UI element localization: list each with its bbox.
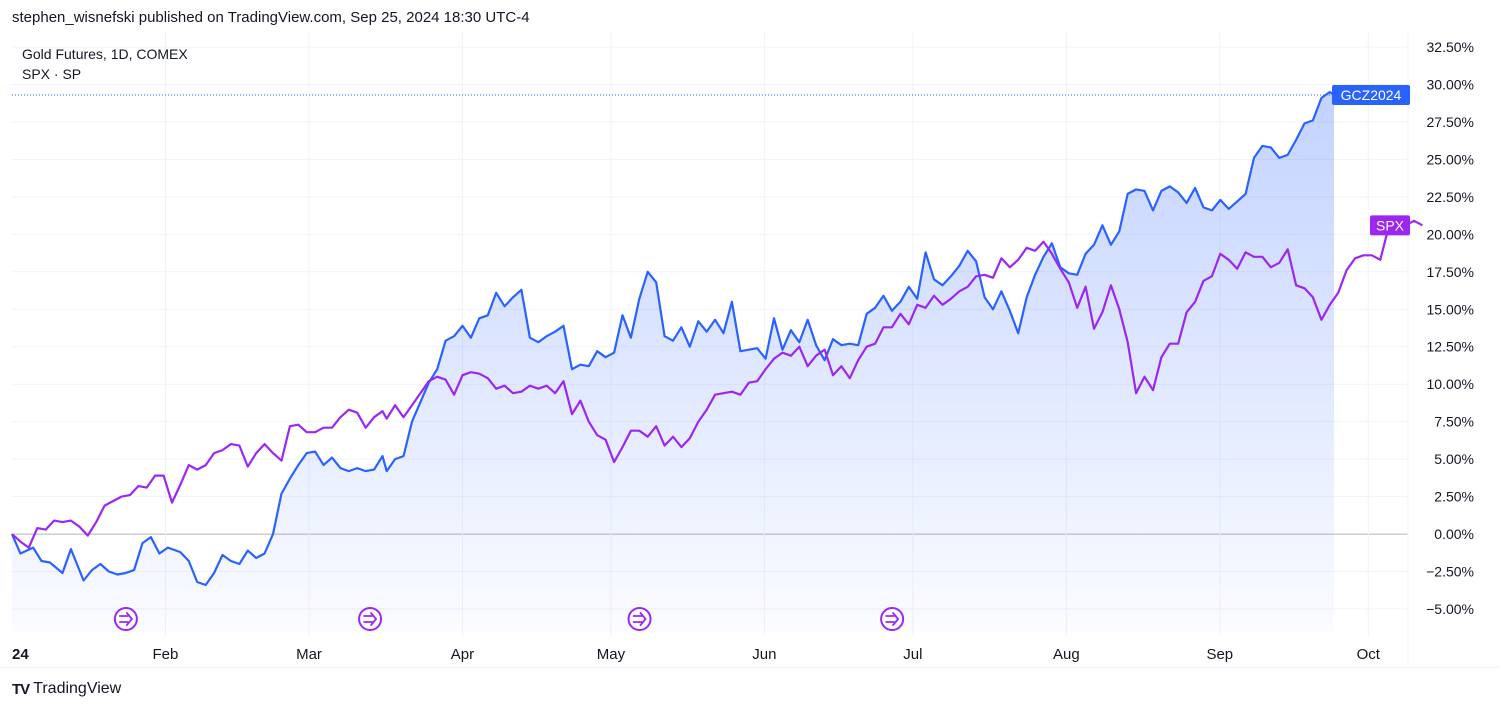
dividend-marker-icon[interactable] bbox=[113, 607, 138, 631]
series-lines bbox=[10, 90, 1423, 587]
y-tick-label: 12.50% bbox=[1427, 339, 1474, 355]
y-tick-label: 17.50% bbox=[1427, 264, 1474, 280]
chart-area[interactable]: −5.00% −2.50% 0.00% 2.50% 5.00% 7.50% 10.00% 12… bbox=[0, 32, 1500, 668]
tradingview-brand-name: TradingView bbox=[33, 680, 122, 697]
gold-series-line bbox=[10, 90, 1335, 587]
gold-last-label-bg bbox=[1332, 84, 1410, 105]
dividend-marker-arrow bbox=[118, 612, 134, 626]
dividend-marker-arrow bbox=[885, 612, 900, 626]
y-tick-label: 27.50% bbox=[1427, 114, 1474, 130]
x-tick-label: Apr bbox=[451, 646, 474, 663]
x-axis: 24 Feb Mar Apr May Jun Jul Aug Sep Oct bbox=[12, 646, 1381, 663]
y-axis: −5.00% −2.50% 0.00% 2.50% 5.00% 7.50% 10.00% 12… bbox=[1426, 39, 1474, 617]
price-chart[interactable]: −5.00% −2.50% 0.00% 2.50% 5.00% 7.50% 10.00% 12… bbox=[0, 32, 1500, 668]
dividend-marker-icon[interactable] bbox=[880, 607, 905, 631]
attribution-header: stephen_wisnefski published on TradingVi… bbox=[12, 9, 530, 26]
y-tick-label: −5.00% bbox=[1426, 601, 1474, 617]
x-tick-label: Jul bbox=[903, 646, 922, 663]
legend: Gold Futures, 1D, COMEX SPX · SP bbox=[22, 44, 188, 84]
x-tick-label: Aug bbox=[1053, 646, 1080, 663]
y-tick-label: 2.50% bbox=[1434, 489, 1474, 505]
dividend-marker-circle bbox=[880, 607, 905, 631]
legend-gold: Gold Futures, 1D, COMEX bbox=[22, 46, 188, 62]
dividend-marker-icon[interactable] bbox=[358, 607, 383, 631]
y-tick-label: 0.00% bbox=[1434, 526, 1474, 542]
dividend-marker-arrow bbox=[363, 612, 378, 626]
area-fill bbox=[12, 92, 1334, 632]
tradingview-brand[interactable]: TV TradingView bbox=[12, 680, 121, 698]
x-tick-label: Mar bbox=[296, 646, 322, 663]
y-tick-label: 22.50% bbox=[1427, 189, 1474, 205]
dividend-marker-icon[interactable] bbox=[627, 607, 652, 631]
x-tick-label: Oct bbox=[1357, 646, 1381, 663]
last-value-labels: GCZ2024 SPX bbox=[1332, 84, 1410, 236]
y-tick-label: 5.00% bbox=[1434, 451, 1474, 467]
gold-area-fill bbox=[12, 92, 1334, 632]
x-tick-label: Feb bbox=[153, 646, 179, 663]
x-tick-label: Jun bbox=[752, 646, 776, 663]
dividend-marker-arrow bbox=[632, 612, 647, 626]
spx-series-line bbox=[11, 219, 1423, 549]
y-tick-label: 30.00% bbox=[1427, 76, 1474, 92]
y-tick-label: −2.50% bbox=[1426, 564, 1474, 580]
x-tick-label: May bbox=[597, 646, 626, 663]
y-tick-label: 20.00% bbox=[1427, 226, 1474, 242]
spx-last-label-bg bbox=[1370, 215, 1410, 236]
y-tick-label: 7.50% bbox=[1434, 414, 1474, 430]
x-tick-label: 24 bbox=[12, 646, 29, 663]
y-tick-label: 25.00% bbox=[1427, 151, 1474, 167]
dividend-markers bbox=[113, 607, 905, 631]
dividend-marker-circle bbox=[358, 607, 383, 631]
dividend-marker-circle bbox=[113, 607, 138, 631]
tradingview-logo-icon: TV bbox=[12, 680, 30, 698]
y-tick-label: 15.00% bbox=[1427, 301, 1474, 317]
gold-last-label: GCZ2024 bbox=[1341, 87, 1402, 103]
y-tick-label: 32.50% bbox=[1427, 39, 1474, 55]
legend-spx: SPX · SP bbox=[22, 66, 82, 82]
dividend-marker-circle bbox=[627, 607, 652, 631]
y-tick-label: 10.00% bbox=[1427, 376, 1474, 392]
x-tick-label: Sep bbox=[1206, 646, 1233, 663]
spx-last-label: SPX bbox=[1376, 217, 1405, 233]
